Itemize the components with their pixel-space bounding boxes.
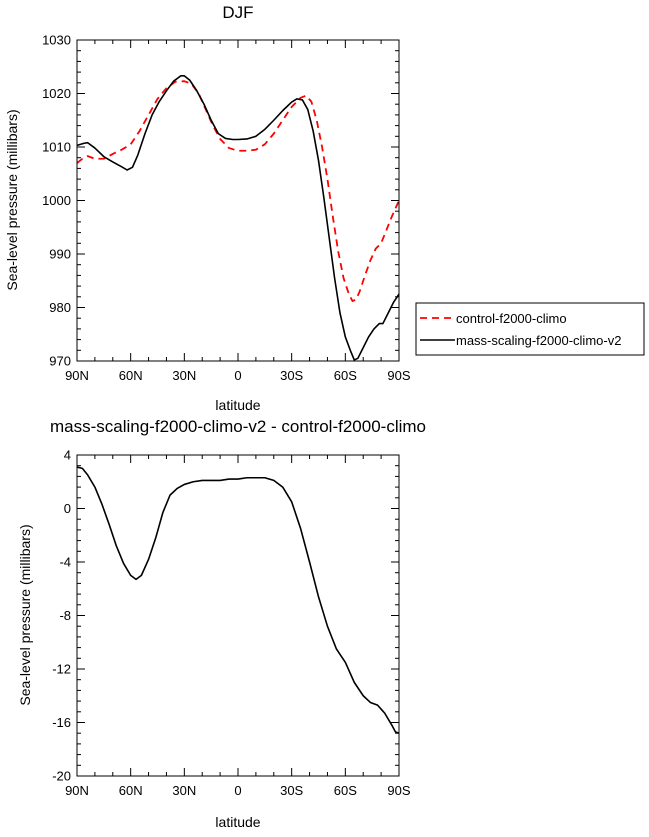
legend-label-mass-scaling: mass-scaling-f2000-climo-v2: [456, 333, 621, 348]
y-axis-label: Sea-level pressure (millibars): [17, 524, 33, 705]
panel-title: DJF: [222, 3, 253, 22]
y-tick-label: 1020: [42, 86, 71, 101]
legend: control-f2000-climo mass-scaling-f2000-c…: [415, 302, 645, 356]
y-tick-label: -16: [52, 715, 71, 730]
series-line-series-0: [76, 466, 400, 734]
y-tick-label: 1030: [42, 33, 71, 48]
y-tick-label: 970: [49, 354, 71, 369]
y-tick-label: 4: [64, 448, 71, 463]
series-line-control-f2000-climo: [76, 80, 400, 302]
legend-box: [415, 302, 645, 356]
x-tick-label: 60N: [119, 368, 143, 383]
y-tick-label: 1000: [42, 193, 71, 208]
x-tick-label: 30N: [172, 783, 196, 798]
y-axis-label: Sea-level pressure (millibars): [4, 109, 20, 290]
series-layer: [76, 466, 400, 734]
legend-label-control: control-f2000-climo: [456, 311, 567, 326]
x-tick-label: 60S: [334, 783, 357, 798]
tick-layer: 90N 60N 30N 0 30S 60S 90S 970 980 990 1000 1010 1020…: [42, 33, 411, 384]
x-tick-label: 90S: [387, 783, 410, 798]
x-axis-label: latitude: [215, 814, 260, 830]
y-tick-label: 990: [49, 247, 71, 262]
x-tick-label: 90N: [65, 783, 89, 798]
panel-title: mass-scaling-f2000-climo-v2 - control-f2…: [50, 417, 426, 436]
y-tick-label: -8: [59, 608, 71, 623]
y-tick-label: 980: [49, 300, 71, 315]
x-tick-label: 90S: [387, 368, 410, 383]
x-axis-label: latitude: [215, 397, 260, 413]
x-tick-label: 60S: [334, 368, 357, 383]
x-tick-label: 60N: [119, 783, 143, 798]
difference-panel: mass-scaling-f2000-climo-v2 - control-f2…: [17, 417, 426, 830]
x-tick-label: 30N: [172, 368, 196, 383]
plot-frame: [76, 39, 400, 362]
x-tick-label: 90N: [65, 368, 89, 383]
series-line-mass-scaling-f2000-climo-v2: [76, 75, 400, 361]
series-layer: [76, 75, 400, 361]
y-tick-label: 1010: [42, 140, 71, 155]
x-tick-label: 30S: [280, 783, 303, 798]
tick-layer: 90N 60N 30N 0 30S 60S 90S -20 -16 -12 -8 -4 0 4: [52, 448, 411, 799]
x-tick-label: 0: [234, 368, 241, 383]
x-tick-label: 30S: [280, 368, 303, 383]
djf-panel: DJF 90N 60N 30N 0 30S 60S 90S 970 980 990 1000 1010…: [4, 3, 645, 413]
y-tick-label: -4: [59, 555, 71, 570]
y-tick-label: -20: [52, 769, 71, 784]
x-tick-label: 0: [234, 783, 241, 798]
y-tick-label: -12: [52, 662, 71, 677]
y-tick-label: 0: [64, 501, 71, 516]
plot-frame: [76, 454, 400, 777]
